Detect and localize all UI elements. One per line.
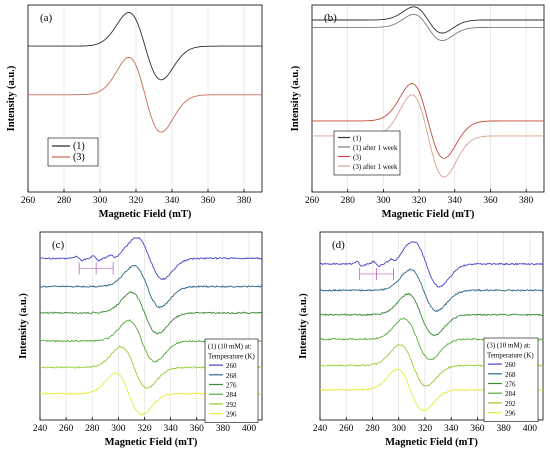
x-tick-label: 320: [418, 424, 433, 434]
legend-entry: (3): [353, 154, 362, 162]
panel-label: (a): [40, 12, 53, 24]
legend-entry: (1): [353, 135, 362, 143]
x-tick-label: 320: [412, 196, 427, 206]
legend-entry: (3) after 1 week: [353, 163, 398, 171]
x-tick-label: 380: [519, 196, 534, 206]
series-line: [312, 83, 544, 159]
legend-box: [483, 337, 539, 422]
x-tick-label: 400: [523, 424, 538, 434]
legend-entry: 276: [505, 381, 516, 389]
legend-entry: 292: [505, 400, 516, 408]
series-line: [40, 237, 263, 281]
x-tick-label: 260: [59, 424, 74, 434]
legend-entry: (3): [73, 152, 85, 163]
chart-panel: 240 260 280 300 320 340 360 380 400 Magnetic Fiel…: [18, 231, 263, 448]
y-axis-label: Intensity (a.u.): [298, 293, 309, 359]
legend-entry: (1) after 1 week: [353, 144, 398, 152]
legend-entry: 284: [505, 390, 516, 398]
legend-title: Temperature (K): [487, 351, 534, 359]
legend-box: [204, 338, 259, 423]
x-tick-label: 320: [129, 196, 144, 206]
x-tick-label: 380: [237, 196, 252, 206]
legend-entry: 296: [505, 410, 516, 418]
panel-label: (b): [324, 12, 337, 24]
plot-frame: [39, 231, 263, 421]
series-line: [39, 291, 263, 335]
legend-entry: (1): [73, 141, 85, 152]
x-tick-label: 300: [392, 424, 407, 434]
y-axis-label: Intensity (a.u.): [6, 65, 17, 131]
y-axis-label: Intensity (a.u.): [290, 65, 301, 131]
x-axis-label: Magnetic Field (mT): [382, 209, 475, 220]
series-line: [319, 268, 544, 313]
legend-entry: 260: [505, 361, 516, 369]
x-tick-label: 360: [483, 196, 498, 206]
x-tick-label: 300: [111, 424, 126, 434]
x-tick-label: 360: [190, 424, 205, 434]
x-axis-label: Magnetic Field (mT): [105, 437, 198, 448]
plot-frame: [311, 4, 545, 193]
series-line: [28, 12, 262, 81]
x-axis-label: Magnetic Field (mT): [99, 209, 192, 220]
x-tick-label: 280: [341, 196, 356, 206]
chart-panel: 260 280 300 320 340 360 380 Magnetic Field (mT)…: [6, 4, 263, 220]
chart-panel: 260 280 300 320 340 360 380 Magnetic Field (mT)…: [290, 4, 545, 220]
x-tick-label: 380: [497, 424, 512, 434]
x-tick-label: 380: [216, 424, 231, 434]
x-tick-label: 300: [93, 196, 108, 206]
x-tick-label: 280: [365, 424, 380, 434]
legend-box: [333, 130, 401, 176]
y-axis-label: Intensity (a.u.): [18, 293, 29, 359]
series-line: [312, 6, 544, 34]
legend-title: (3) (10 mM) at:: [487, 342, 531, 350]
series-line: [319, 241, 544, 288]
legend-box: [47, 137, 99, 167]
x-tick-label: 360: [201, 196, 216, 206]
x-tick-label: 360: [470, 424, 485, 434]
legend-title: Temperature (K): [208, 352, 255, 360]
series-line: [39, 265, 263, 309]
legend-entry: 296: [226, 411, 237, 419]
legend-entry: 260: [226, 362, 237, 370]
x-tick-label: 340: [165, 196, 180, 206]
x-tick-label: 300: [376, 196, 391, 206]
legend-entry: 268: [226, 372, 237, 380]
x-tick-label: 280: [57, 196, 72, 206]
panel-label: (c): [52, 239, 65, 251]
x-tick-label: 260: [21, 196, 36, 206]
series-line: [28, 56, 262, 133]
x-tick-label: 340: [448, 196, 463, 206]
plot-frame: [27, 4, 263, 193]
series-line: [312, 13, 544, 41]
x-tick-label: 320: [137, 424, 152, 434]
legend-entry: 284: [226, 391, 237, 399]
x-axis-label: Magnetic Field (mT): [385, 437, 478, 448]
legend-entry: 268: [505, 371, 516, 379]
x-tick-label: 260: [339, 424, 354, 434]
chart-panel: 240 260 280 300 320 340 360 380 400 Magnetic Fiel…: [298, 231, 544, 448]
legend-entry: 276: [226, 382, 237, 390]
x-tick-label: 400: [242, 424, 257, 434]
series-line: [319, 292, 544, 337]
plot-frame: [319, 231, 544, 421]
x-tick-label: 260: [305, 196, 320, 206]
x-tick-label: 340: [163, 424, 178, 434]
x-tick-label: 340: [444, 424, 459, 434]
legend-title: (1) (10 mM) at:: [208, 343, 252, 351]
panel-label: (d): [332, 239, 345, 251]
x-tick-label: 240: [313, 424, 328, 434]
legend-entry: 292: [226, 401, 237, 409]
x-tick-label: 240: [33, 424, 48, 434]
x-tick-label: 280: [85, 424, 100, 434]
